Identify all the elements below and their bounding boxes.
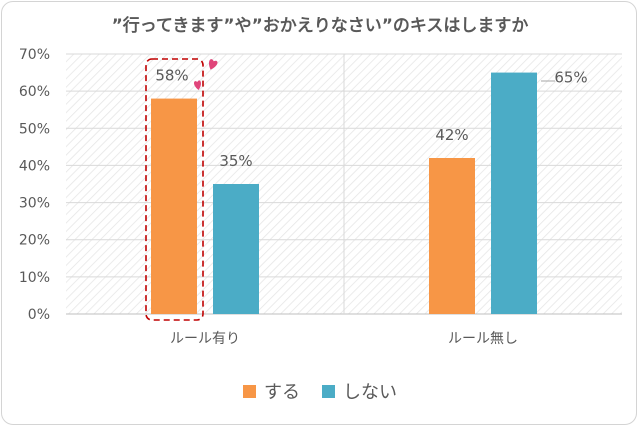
bars: [151, 72, 537, 314]
y-tick-label: 60%: [19, 84, 50, 100]
bar: [151, 98, 197, 314]
legend: する しない: [243, 382, 397, 403]
x-axis: ルール有り ルール無し: [170, 331, 518, 347]
y-tick-label: 0%: [28, 307, 50, 323]
heart-icon: [209, 59, 218, 70]
legend-swatch: [322, 385, 335, 398]
legend-swatch: [243, 385, 256, 398]
bar: [213, 184, 259, 314]
bar: [491, 72, 537, 314]
x-tick-label: ルール有り: [170, 331, 240, 347]
heart-icon: [194, 80, 201, 90]
chart-title: ”行ってきます”や”おかえりなさい”のキスはしますか: [112, 15, 529, 36]
data-label: 58%: [155, 67, 188, 85]
legend-label: する: [264, 382, 300, 403]
data-label: 35%: [219, 152, 252, 170]
highlight-box: [145, 58, 204, 321]
y-tick-label: 30%: [19, 196, 50, 212]
x-tick-label: ルール無し: [448, 331, 518, 347]
data-label: 65%: [554, 69, 587, 87]
y-axis: 0% 10% 20% 30% 40% 50% 60% 70%: [19, 47, 50, 323]
y-tick-label: 50%: [19, 121, 50, 137]
bar: [429, 158, 475, 314]
y-tick-label: 10%: [19, 270, 50, 286]
legend-label: しない: [343, 382, 397, 403]
data-label: 42%: [435, 126, 468, 144]
data-labels: 58% 35% 42% 65%: [155, 67, 587, 170]
y-tick-label: 40%: [19, 158, 50, 174]
y-tick-label: 70%: [19, 47, 50, 63]
y-tick-label: 20%: [19, 233, 50, 249]
